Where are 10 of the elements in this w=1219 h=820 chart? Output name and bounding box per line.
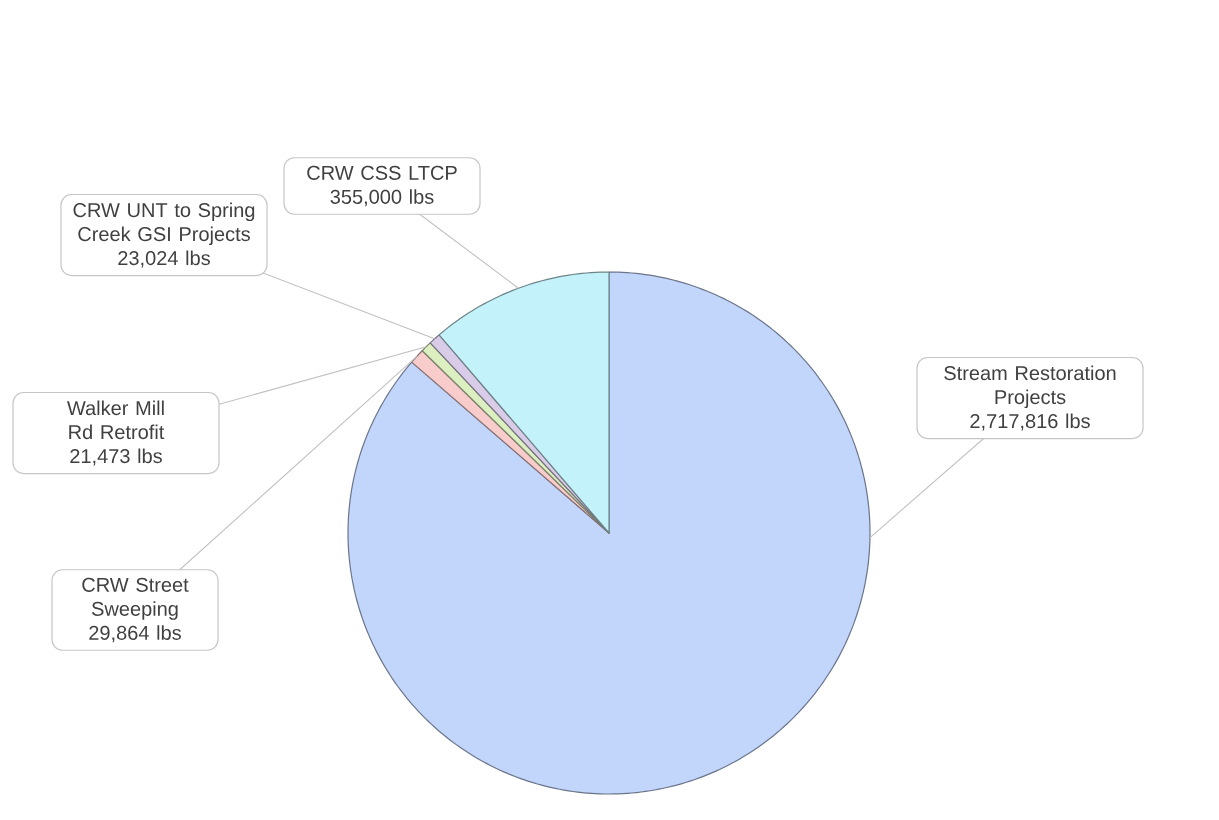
- slice-label: CRW CSS LTCP: [307, 165, 457, 180]
- data-label: 29,864 lbs: [89, 625, 181, 643]
- slice-label: Walker Mill Rd Retrofit: [67, 400, 165, 440]
- data-label: 355,000 lbs: [330, 189, 434, 207]
- slice-label: CRW Street Sweeping: [82, 577, 189, 620]
- slice-label: Stream Restoration Projects: [944, 365, 1116, 409]
- slice-label: CRW UNT to Spring Creek GSI Projects: [73, 202, 255, 246]
- data-label: 2,717,816 lbs: [970, 413, 1090, 431]
- data-label: 21,473 lbs: [70, 448, 162, 466]
- data-label: 23,024 lbs: [118, 250, 210, 268]
